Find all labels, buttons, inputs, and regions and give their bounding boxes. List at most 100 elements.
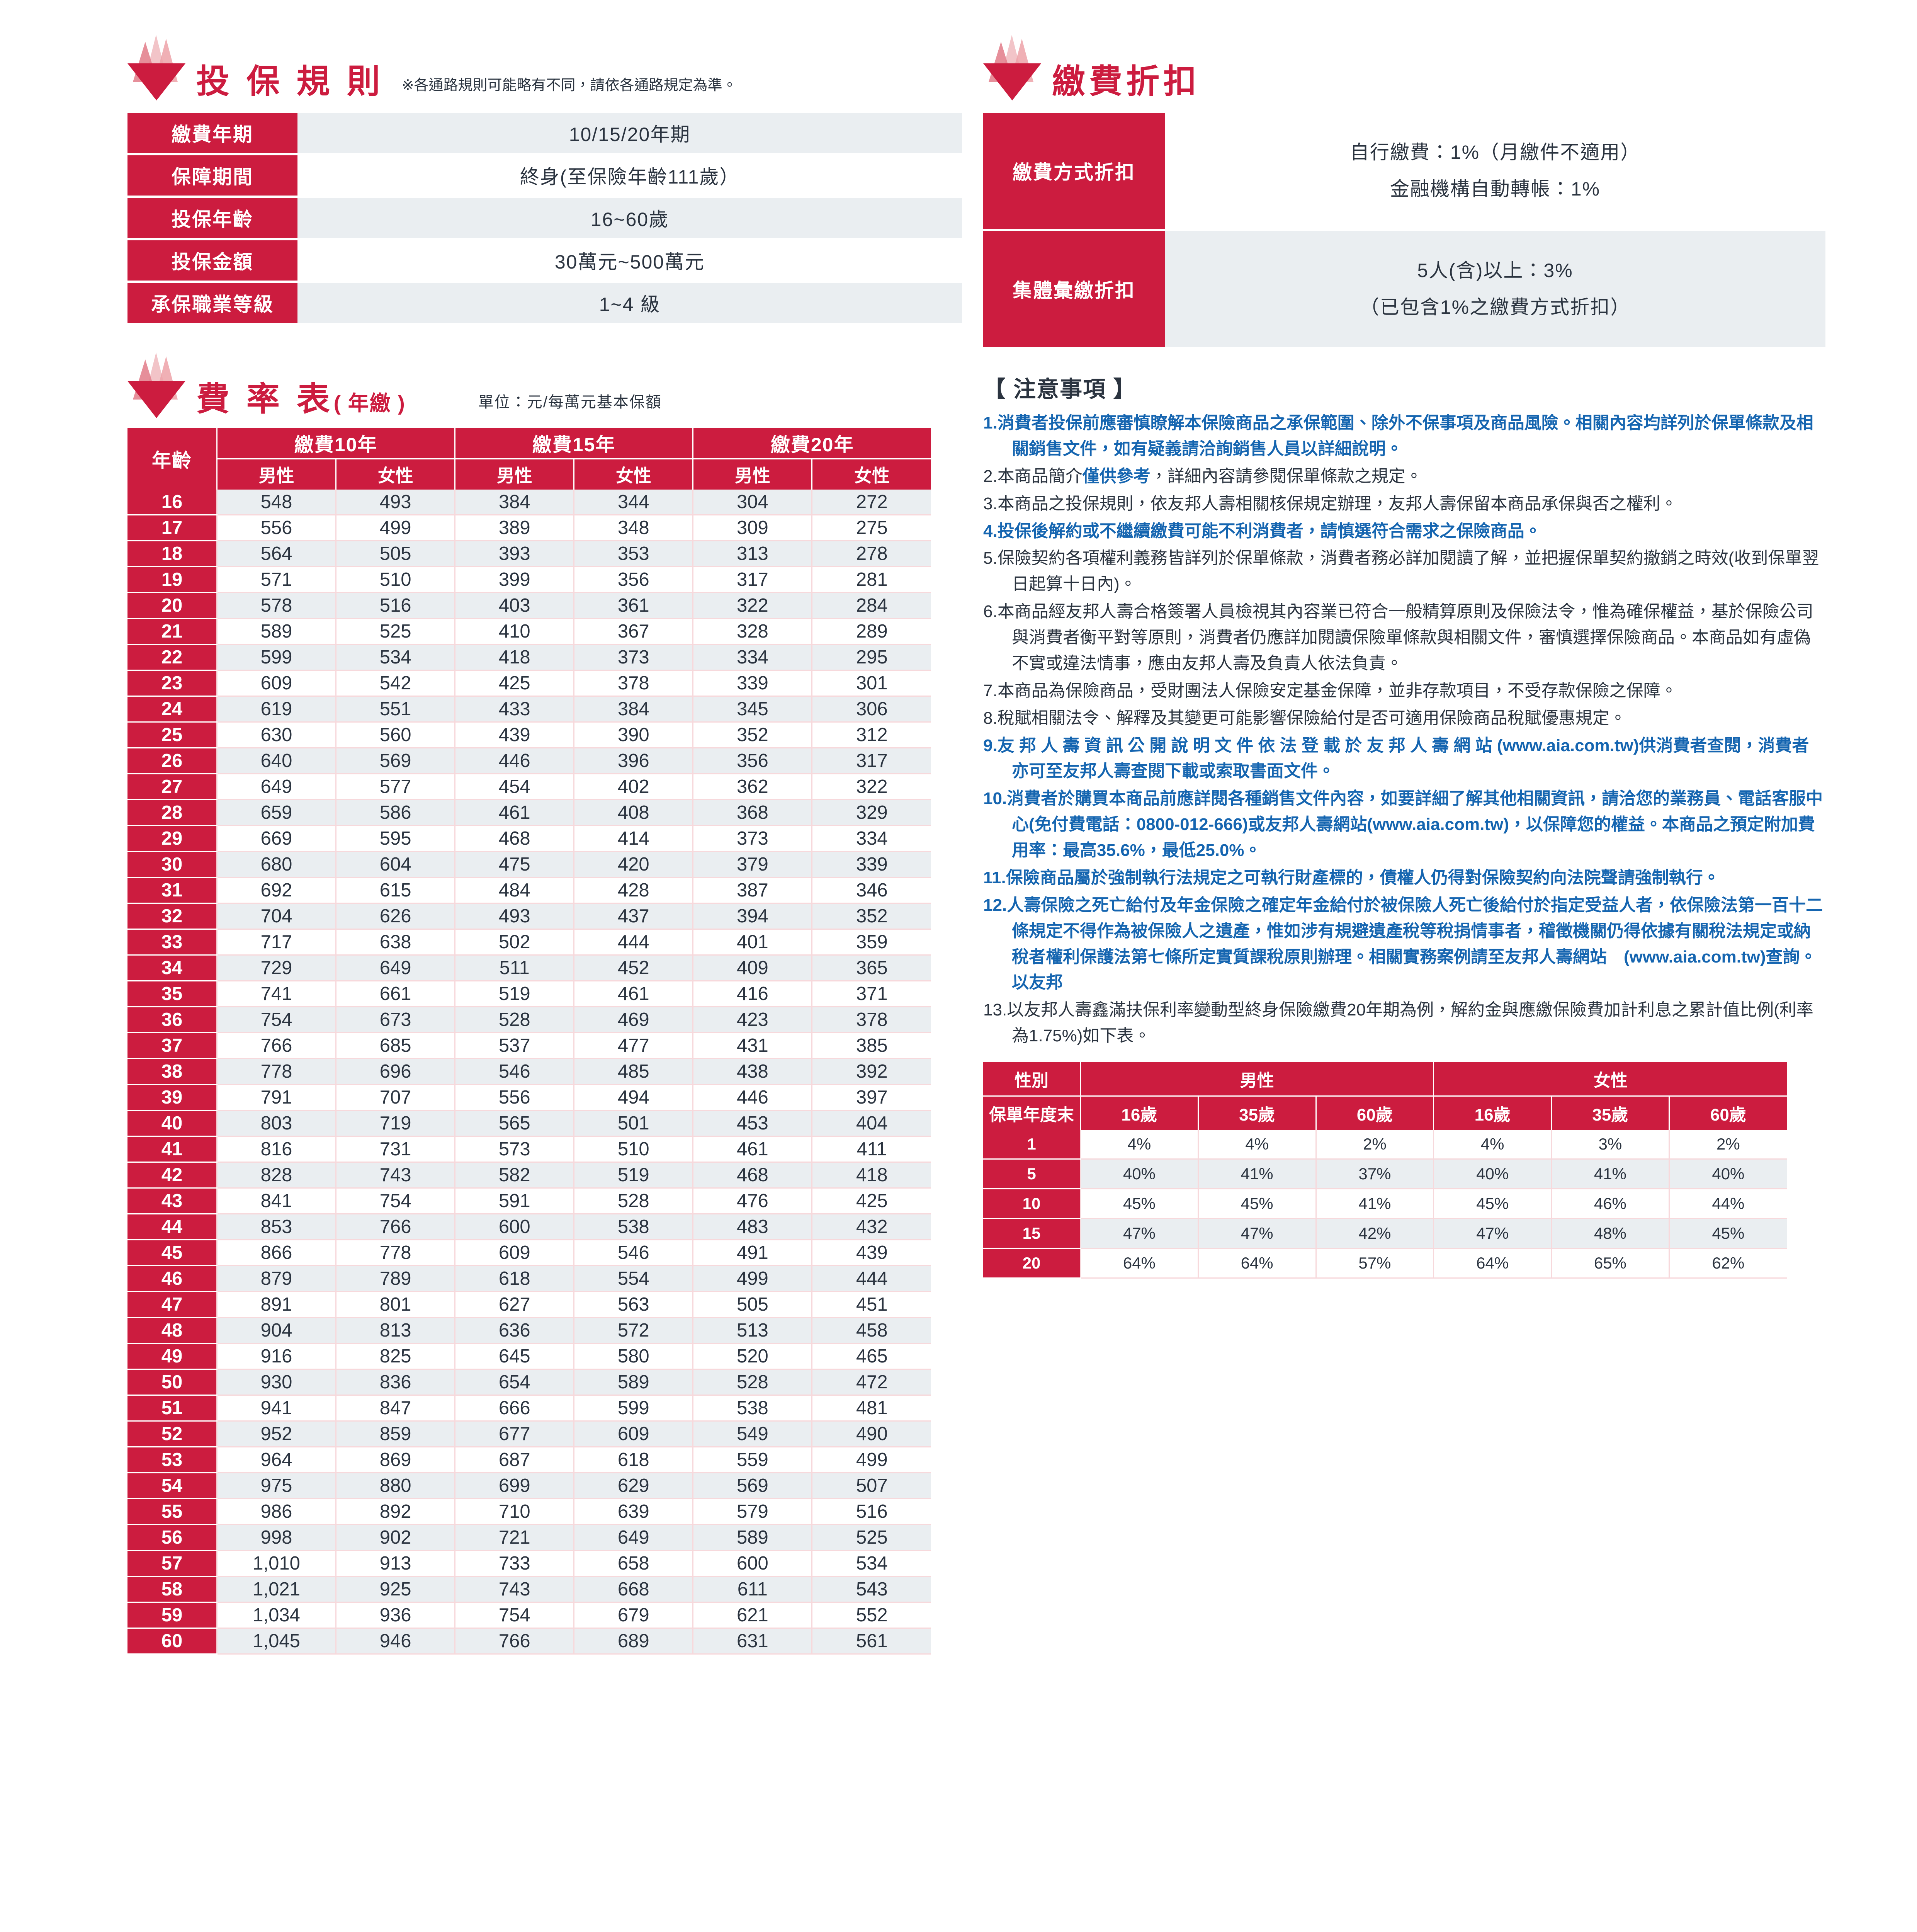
rate-age-cell: 18 xyxy=(127,541,217,567)
rate-value-cell: 371 xyxy=(811,981,931,1007)
rate-value-cell: 476 xyxy=(692,1188,812,1214)
ratio-value-cell: 46% xyxy=(1551,1189,1669,1219)
rate-value-cell: 410 xyxy=(454,618,574,645)
rate-age-cell: 19 xyxy=(127,566,217,593)
rate-value-cell: 618 xyxy=(454,1265,574,1292)
rate-value-cell: 317 xyxy=(811,748,931,774)
table-row: 27 649 577 454 402 362 322 xyxy=(127,774,931,800)
rate-value-cell: 438 xyxy=(692,1058,812,1085)
table-row: 投保年齡 16~60歲 xyxy=(127,198,962,238)
ratio-value-cell: 41% xyxy=(1315,1189,1434,1219)
rate-value-cell: 373 xyxy=(573,644,693,671)
ratio-header-policy-year: 保單年度末 xyxy=(983,1095,1081,1130)
discount-label: 繳費方式折扣 xyxy=(983,113,1165,229)
rate-value-cell: 397 xyxy=(811,1084,931,1111)
rate-value-cell: 501 xyxy=(573,1110,693,1137)
table-row: 34 729 649 511 452 409 365 xyxy=(127,955,931,981)
rate-value-cell: 649 xyxy=(573,1524,693,1551)
rate-value-cell: 322 xyxy=(692,592,812,619)
ratio-header-age: 60歲 xyxy=(1315,1095,1434,1130)
rate-value-cell: 368 xyxy=(692,799,812,826)
rule-value: 10/15/20年期 xyxy=(297,113,962,153)
rate-value-cell: 461 xyxy=(573,981,693,1007)
note-item: 8.稅賦相關法令、解釋及其變更可能影響保險給付是否可適用保險商品稅賦優惠規定。 xyxy=(983,708,1626,728)
rate-value-cell: 941 xyxy=(216,1395,336,1422)
table-row: 30 680 604 475 420 379 339 xyxy=(127,851,931,878)
rate-header-sex: 女性 xyxy=(335,458,455,490)
note-item: 12.人壽保險之死亡給付及年金保險之確定年金給付於被保險人死亡後給付於指定受益人… xyxy=(983,895,1823,992)
note-item: 10.消費者於購買本商品前應詳閱各種銷售文件內容，如要詳細了解其他相關資訊，請洽… xyxy=(983,789,1823,860)
rate-value-cell: 636 xyxy=(454,1317,574,1344)
rate-value-cell: 586 xyxy=(335,799,455,826)
rate-value-cell: 578 xyxy=(216,592,336,619)
rate-value-cell: 359 xyxy=(811,929,931,956)
rate-header-group-20y: 繳費20年 xyxy=(692,428,931,459)
rate-age-cell: 36 xyxy=(127,1007,217,1033)
rate-value-cell: 278 xyxy=(811,541,931,567)
rate-value-cell: 964 xyxy=(216,1447,336,1473)
rate-value-cell: 401 xyxy=(692,929,812,956)
note-item: 1.消費者投保前應審慎瞭解本保險商品之承保範圍、除外不保事項及商品風險。相關內容… xyxy=(983,413,1813,458)
rate-value-cell: 295 xyxy=(811,644,931,671)
rate-age-cell: 30 xyxy=(127,851,217,878)
rate-value-cell: 519 xyxy=(573,1162,693,1189)
rate-value-cell: 402 xyxy=(573,774,693,800)
rate-age-cell: 24 xyxy=(127,696,217,723)
rate-value-cell: 687 xyxy=(454,1447,574,1473)
rate-value-cell: 452 xyxy=(573,955,693,981)
rate-value-cell: 552 xyxy=(811,1602,931,1629)
rate-header-group-15y: 繳費15年 xyxy=(454,428,693,459)
rate-value-cell: 685 xyxy=(335,1032,455,1059)
rate-value-cell: 925 xyxy=(335,1576,455,1603)
rate-value-cell: 952 xyxy=(216,1421,336,1447)
rate-value-cell: 499 xyxy=(692,1265,812,1292)
rate-value-cell: 930 xyxy=(216,1369,336,1396)
rate-value-cell: 469 xyxy=(573,1007,693,1033)
rate-value-cell: 390 xyxy=(573,722,693,748)
rate-value-cell: 345 xyxy=(692,696,812,723)
note-item: 4.投保後解約或不繼續繳費可能不利消費者，請慎選符合需求之保險商品。 xyxy=(983,521,1541,541)
rate-value-cell: 1,034 xyxy=(216,1602,336,1629)
rate-value-cell: 689 xyxy=(573,1628,693,1655)
rate-header-sex: 男性 xyxy=(216,458,336,490)
table-row: 承保職業等級 1~4 級 xyxy=(127,283,962,323)
rate-value-cell: 468 xyxy=(454,825,574,852)
rate-value-cell: 317 xyxy=(692,566,812,593)
rate-value-cell: 373 xyxy=(692,825,812,852)
ratio-value-cell: 40% xyxy=(1433,1159,1552,1189)
rate-value-cell: 813 xyxy=(335,1317,455,1344)
ratio-value-cell: 64% xyxy=(1080,1248,1198,1279)
table-row: 59 1,034 936 754 679 621 552 xyxy=(127,1602,931,1629)
table-row: 58 1,021 925 743 668 611 543 xyxy=(127,1576,931,1603)
discount-line-2: 金融機構自動轉帳：1% xyxy=(1390,178,1601,200)
rate-value-cell: 387 xyxy=(692,877,812,904)
table-row: 17 556 499 389 348 309 275 xyxy=(127,515,931,541)
rate-value-cell: 446 xyxy=(692,1084,812,1111)
rate-value-cell: 778 xyxy=(335,1240,455,1266)
rate-age-cell: 47 xyxy=(127,1291,217,1318)
rate-value-cell: 704 xyxy=(216,903,336,930)
rate-value-cell: 986 xyxy=(216,1498,336,1525)
note-item: 13.以友邦人壽鑫滿扶保利率變動型終身保險繳費20年期為例，解約金與應繳保險費加… xyxy=(983,1000,1813,1046)
ratio-header-age: 35歲 xyxy=(1197,1095,1316,1130)
rate-value-cell: 649 xyxy=(335,955,455,981)
rate-value-cell: 766 xyxy=(454,1628,574,1655)
table-row: 52 952 859 677 609 549 490 xyxy=(127,1421,931,1447)
section-title-rules: 投 保 規 則 xyxy=(196,63,384,100)
ratio-header-female: 女性 xyxy=(1433,1062,1787,1096)
aia-logo-icon xyxy=(127,352,185,418)
rate-value-cell: 880 xyxy=(335,1473,455,1499)
rate-age-cell: 38 xyxy=(127,1058,217,1085)
rule-value: 16~60歲 xyxy=(297,198,962,238)
underwriting-rules-table: 繳費年期 10/15/20年期 保障期間 終身(至保險年齡111歲） 投保年齡 … xyxy=(127,111,962,325)
rate-header-age: 年齡 xyxy=(127,428,217,490)
discount-label: 集體彙繳折扣 xyxy=(983,231,1165,347)
rate-value-cell: 754 xyxy=(216,1007,336,1033)
rate-value-cell: 414 xyxy=(573,825,693,852)
notes-list: 1.消費者投保前應審慎瞭解本保險商品之承保範圍、除外不保事項及商品風險。相關內容… xyxy=(983,410,1825,1049)
rate-value-cell: 668 xyxy=(573,1576,693,1603)
rate-value-cell: 582 xyxy=(454,1162,574,1189)
rate-value-cell: 741 xyxy=(216,981,336,1007)
table-row: 20 578 516 403 361 322 284 xyxy=(127,592,931,619)
